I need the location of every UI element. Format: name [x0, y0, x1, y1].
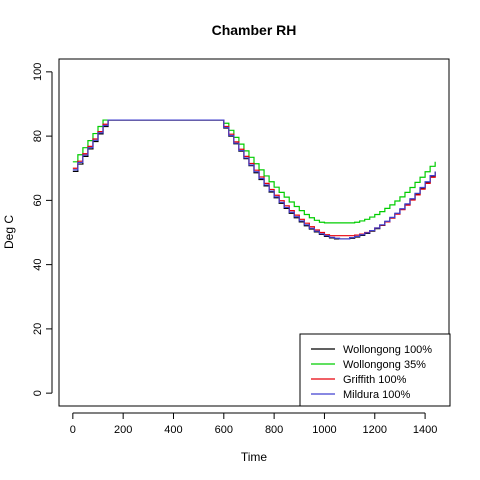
legend-label-2: Griffith 100%: [343, 374, 407, 386]
y-axis-label: Deg C: [2, 215, 16, 249]
x-tick-label: 200: [114, 424, 132, 436]
x-tick-label: 400: [164, 424, 182, 436]
x-tick-label: 1000: [312, 424, 336, 436]
legend: Wollongong 100% Wollongong 35% Griffith 10…: [299, 333, 451, 407]
y-tick-label: 80: [32, 130, 44, 142]
x-tick-label: 0: [70, 424, 76, 436]
x-tick-label: 1400: [413, 424, 437, 436]
chart-title: Chamber RH: [212, 22, 297, 38]
plot-frame: [58, 58, 450, 407]
y-tick-label: 20: [32, 323, 44, 335]
y-axis: 0 20 40 60 80 100: [32, 63, 53, 396]
y-tick-label: 100: [32, 63, 44, 81]
y-tick-label: 0: [32, 390, 44, 396]
series-line-2: [72, 119, 436, 237]
y-tick-label: 60: [32, 194, 44, 206]
legend-label-3: Mildura 100%: [343, 389, 410, 401]
x-axis: 0 200 400 600 800 1000 1200 1400: [70, 412, 437, 436]
x-tick-label: 800: [265, 424, 283, 436]
legend-label-1: Wollongong 35%: [343, 359, 426, 371]
x-tick-label: 1200: [363, 424, 387, 436]
y-tick-label: 40: [32, 259, 44, 271]
series-line-3: [72, 119, 436, 240]
x-axis-label: Time: [241, 450, 268, 464]
series-lines: [72, 119, 436, 240]
series-line-0: [72, 119, 436, 240]
x-tick-label: 600: [215, 424, 233, 436]
legend-label-0: Wollongong 100%: [343, 344, 432, 356]
